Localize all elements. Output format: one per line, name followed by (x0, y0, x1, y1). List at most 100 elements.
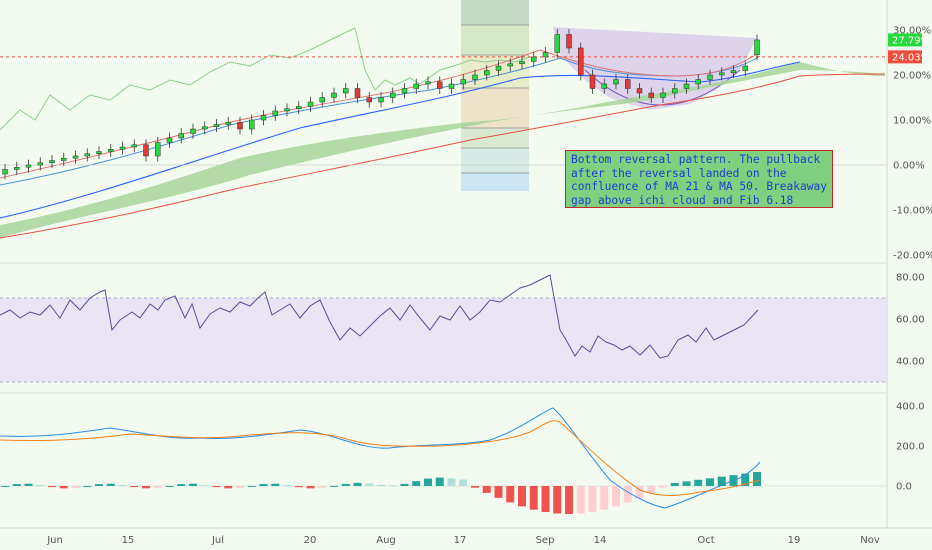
macd-histogram-bar (224, 486, 233, 489)
candlestick-series[interactable] (2, 29, 760, 180)
macd-histogram-bar (612, 486, 620, 507)
macd-histogram-bar (741, 473, 750, 486)
macd-histogram-bar (600, 486, 609, 510)
candle-body (730, 70, 737, 73)
candle-body (178, 133, 184, 139)
macd-histogram-bar (259, 484, 268, 486)
candle-body (578, 47, 584, 76)
macd-histogram-bar (459, 479, 468, 486)
time-tick-label: 14 (594, 535, 607, 546)
rsi-tick-label: 80.00 (896, 273, 925, 284)
candle-body (589, 74, 596, 89)
macd-histogram-bar (153, 486, 162, 488)
candle-body (25, 164, 32, 168)
macd-histogram-bar (36, 484, 45, 486)
candle-body (413, 83, 419, 89)
macd-histogram-bar (283, 485, 291, 487)
macd-tick-label: 0.0 (896, 482, 912, 493)
time-axis: Jun 15 Jul 20 Aug 17 Sep 14 Oct 19 Nov (46, 535, 880, 546)
candle-body (202, 126, 208, 130)
macd-histogram-bar (142, 486, 150, 489)
macd-histogram-bar (330, 485, 338, 487)
candle-body (190, 128, 196, 134)
candle-body (14, 167, 20, 170)
annotation-note[interactable]: Bottom reversal pattern. The pullback af… (565, 150, 833, 208)
macd-tick-label: 400.0 (896, 402, 925, 413)
macd-histogram-bar (177, 484, 186, 486)
candle-body (143, 144, 149, 157)
macd-histogram-bar (647, 486, 656, 493)
macd-histogram-bar (518, 486, 526, 507)
time-tick-label: Aug (376, 535, 396, 546)
macd-histogram-bar (71, 486, 80, 488)
macd-tick-label: 200.0 (896, 442, 925, 453)
fib-retracement[interactable] (461, 0, 529, 191)
time-tick-label: 20 (304, 535, 317, 546)
macd-histogram-bar (659, 486, 667, 488)
candle-body (566, 34, 572, 49)
price-tick-label: 10.00% (893, 116, 931, 127)
macd-histogram-bar (435, 477, 444, 486)
macd-histogram-bar (553, 486, 562, 514)
candle-body (354, 88, 361, 98)
time-tick-label: 15 (122, 535, 135, 546)
macd-histogram-bar (471, 486, 479, 488)
macd-histogram-bar (694, 479, 703, 486)
candle-body (378, 97, 384, 103)
rsi-band (0, 298, 887, 382)
candle-body (72, 155, 79, 159)
price-tick-label: 30.00% (893, 26, 931, 37)
time-tick-label: 19 (788, 535, 801, 546)
macd-histogram-bar (482, 486, 491, 493)
candle-body (531, 56, 537, 62)
candle-body (343, 88, 349, 94)
last-price-marker: 27.79% (888, 33, 930, 47)
candle-body (742, 65, 748, 71)
macd-histogram-bar (623, 486, 632, 503)
macd-histogram-bar (24, 483, 33, 486)
candle-body (319, 97, 325, 103)
macd-histogram-bar (377, 484, 385, 486)
candle-body (719, 72, 725, 76)
macd-histogram-bar (247, 485, 256, 487)
reference-price-marker: 24.03% (888, 50, 930, 64)
macd-histogram-bar (388, 485, 397, 487)
candle-body (166, 137, 173, 143)
last-price-label: 27.79% (892, 35, 930, 46)
candle-body (131, 144, 137, 148)
price-tick-label: 0.00% (893, 161, 925, 172)
macd-histogram-bar (318, 486, 327, 488)
candle-body (119, 146, 126, 150)
candle-body (472, 74, 478, 80)
macd-histogram-bar (212, 486, 221, 488)
macd-histogram-bar (95, 484, 103, 486)
rsi-tick-label: 60.00 (896, 315, 925, 326)
candle-body (249, 119, 255, 130)
price-tick-label: -20.00% (893, 251, 932, 262)
candle-body (225, 122, 231, 125)
time-tick-label: Sep (536, 535, 555, 546)
macd-histogram-bar (576, 486, 585, 514)
macd-histogram-bar (424, 478, 432, 486)
macd-histogram-bar (294, 486, 303, 488)
macd-histogram-bar (130, 486, 139, 488)
candle-body (754, 39, 760, 55)
candle-body (307, 101, 314, 107)
candle-body (695, 79, 701, 85)
macd-histogram-bar (753, 472, 761, 486)
candle-body (707, 74, 713, 80)
lagging-span (0, 27, 531, 131)
macd-histogram-bar (670, 482, 679, 486)
macd-histogram-bar (717, 476, 726, 486)
price-tick-label: -10.00% (893, 206, 932, 217)
macd-histogram-bar (447, 478, 456, 486)
macd-histogram-bar (12, 484, 21, 486)
macd-histogram-bar (59, 486, 68, 489)
macd-histogram-bar (682, 481, 691, 486)
macd-histogram-bar (635, 486, 644, 498)
candle-body (272, 110, 278, 116)
candle-body (636, 88, 643, 94)
candle-body (648, 92, 654, 98)
rsi-line (0, 274, 759, 359)
